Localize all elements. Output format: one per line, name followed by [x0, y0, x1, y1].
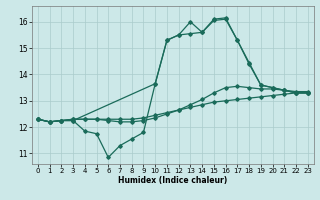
- X-axis label: Humidex (Indice chaleur): Humidex (Indice chaleur): [118, 176, 228, 185]
